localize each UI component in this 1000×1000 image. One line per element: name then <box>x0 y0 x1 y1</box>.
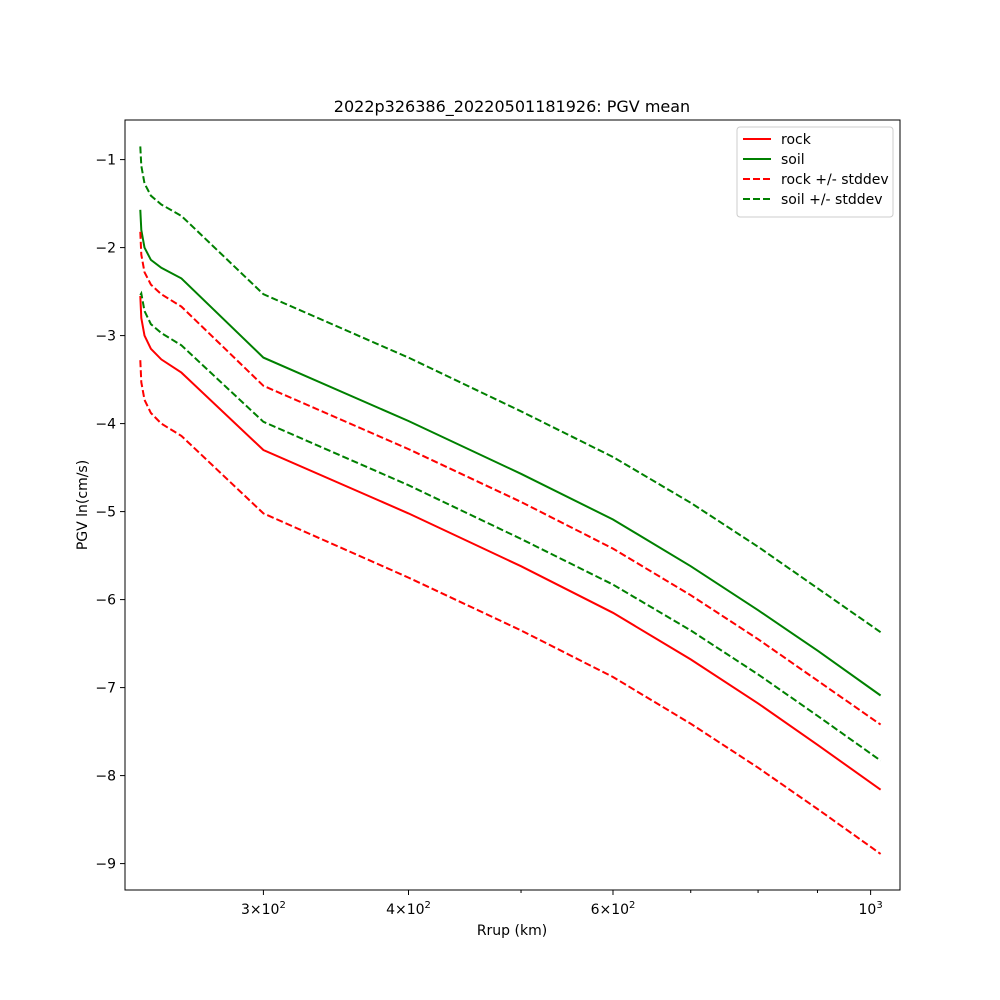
x-tick-label: 6×102 <box>591 900 636 918</box>
y-tick-label: −9 <box>95 857 116 873</box>
legend-label: rock <box>781 132 812 148</box>
x-tick-label: 3×102 <box>241 900 286 918</box>
x-axis: 3×102 4×102 6×102 103 <box>241 890 883 918</box>
x-axis-title: Rrup (km) <box>477 923 547 939</box>
y-tick-label: −1 <box>95 153 116 169</box>
y-tick-label: −3 <box>95 329 116 345</box>
y-axis-title: PGV ln(cm/s) <box>75 460 91 550</box>
y-tick-label: −7 <box>95 681 116 697</box>
y-tick-label: −2 <box>95 241 116 257</box>
series-line-1 <box>139 209 882 697</box>
y-tick-label: −5 <box>95 505 116 521</box>
series-line-3 <box>139 360 882 855</box>
y-tick-label: −8 <box>95 769 116 785</box>
legend-label: rock +/- stddev <box>781 172 889 188</box>
series-line-4 <box>139 146 882 634</box>
x-tick-label: 4×102 <box>386 900 431 918</box>
legend-label: soil +/- stddev <box>781 192 883 208</box>
series-line-5 <box>139 290 882 762</box>
y-axis: −1 −2 −3 −4 −5 −6 −7 −8 −9 <box>95 153 125 873</box>
x-tick-label: 103 <box>859 900 883 918</box>
y-tick-label: −6 <box>95 593 116 609</box>
series-line-2 <box>139 231 882 726</box>
legend-box <box>736 126 894 218</box>
series-layer <box>139 146 882 855</box>
legend: rock soil rock +/- stddev soil +/- stddev <box>736 126 894 218</box>
y-tick-label: −4 <box>95 417 116 433</box>
plot-frame <box>124 119 901 891</box>
legend-label: soil <box>781 152 805 168</box>
chart-title: 2022p326386_20220501181926: PGV mean <box>334 97 690 117</box>
series-line-0 <box>139 295 882 791</box>
